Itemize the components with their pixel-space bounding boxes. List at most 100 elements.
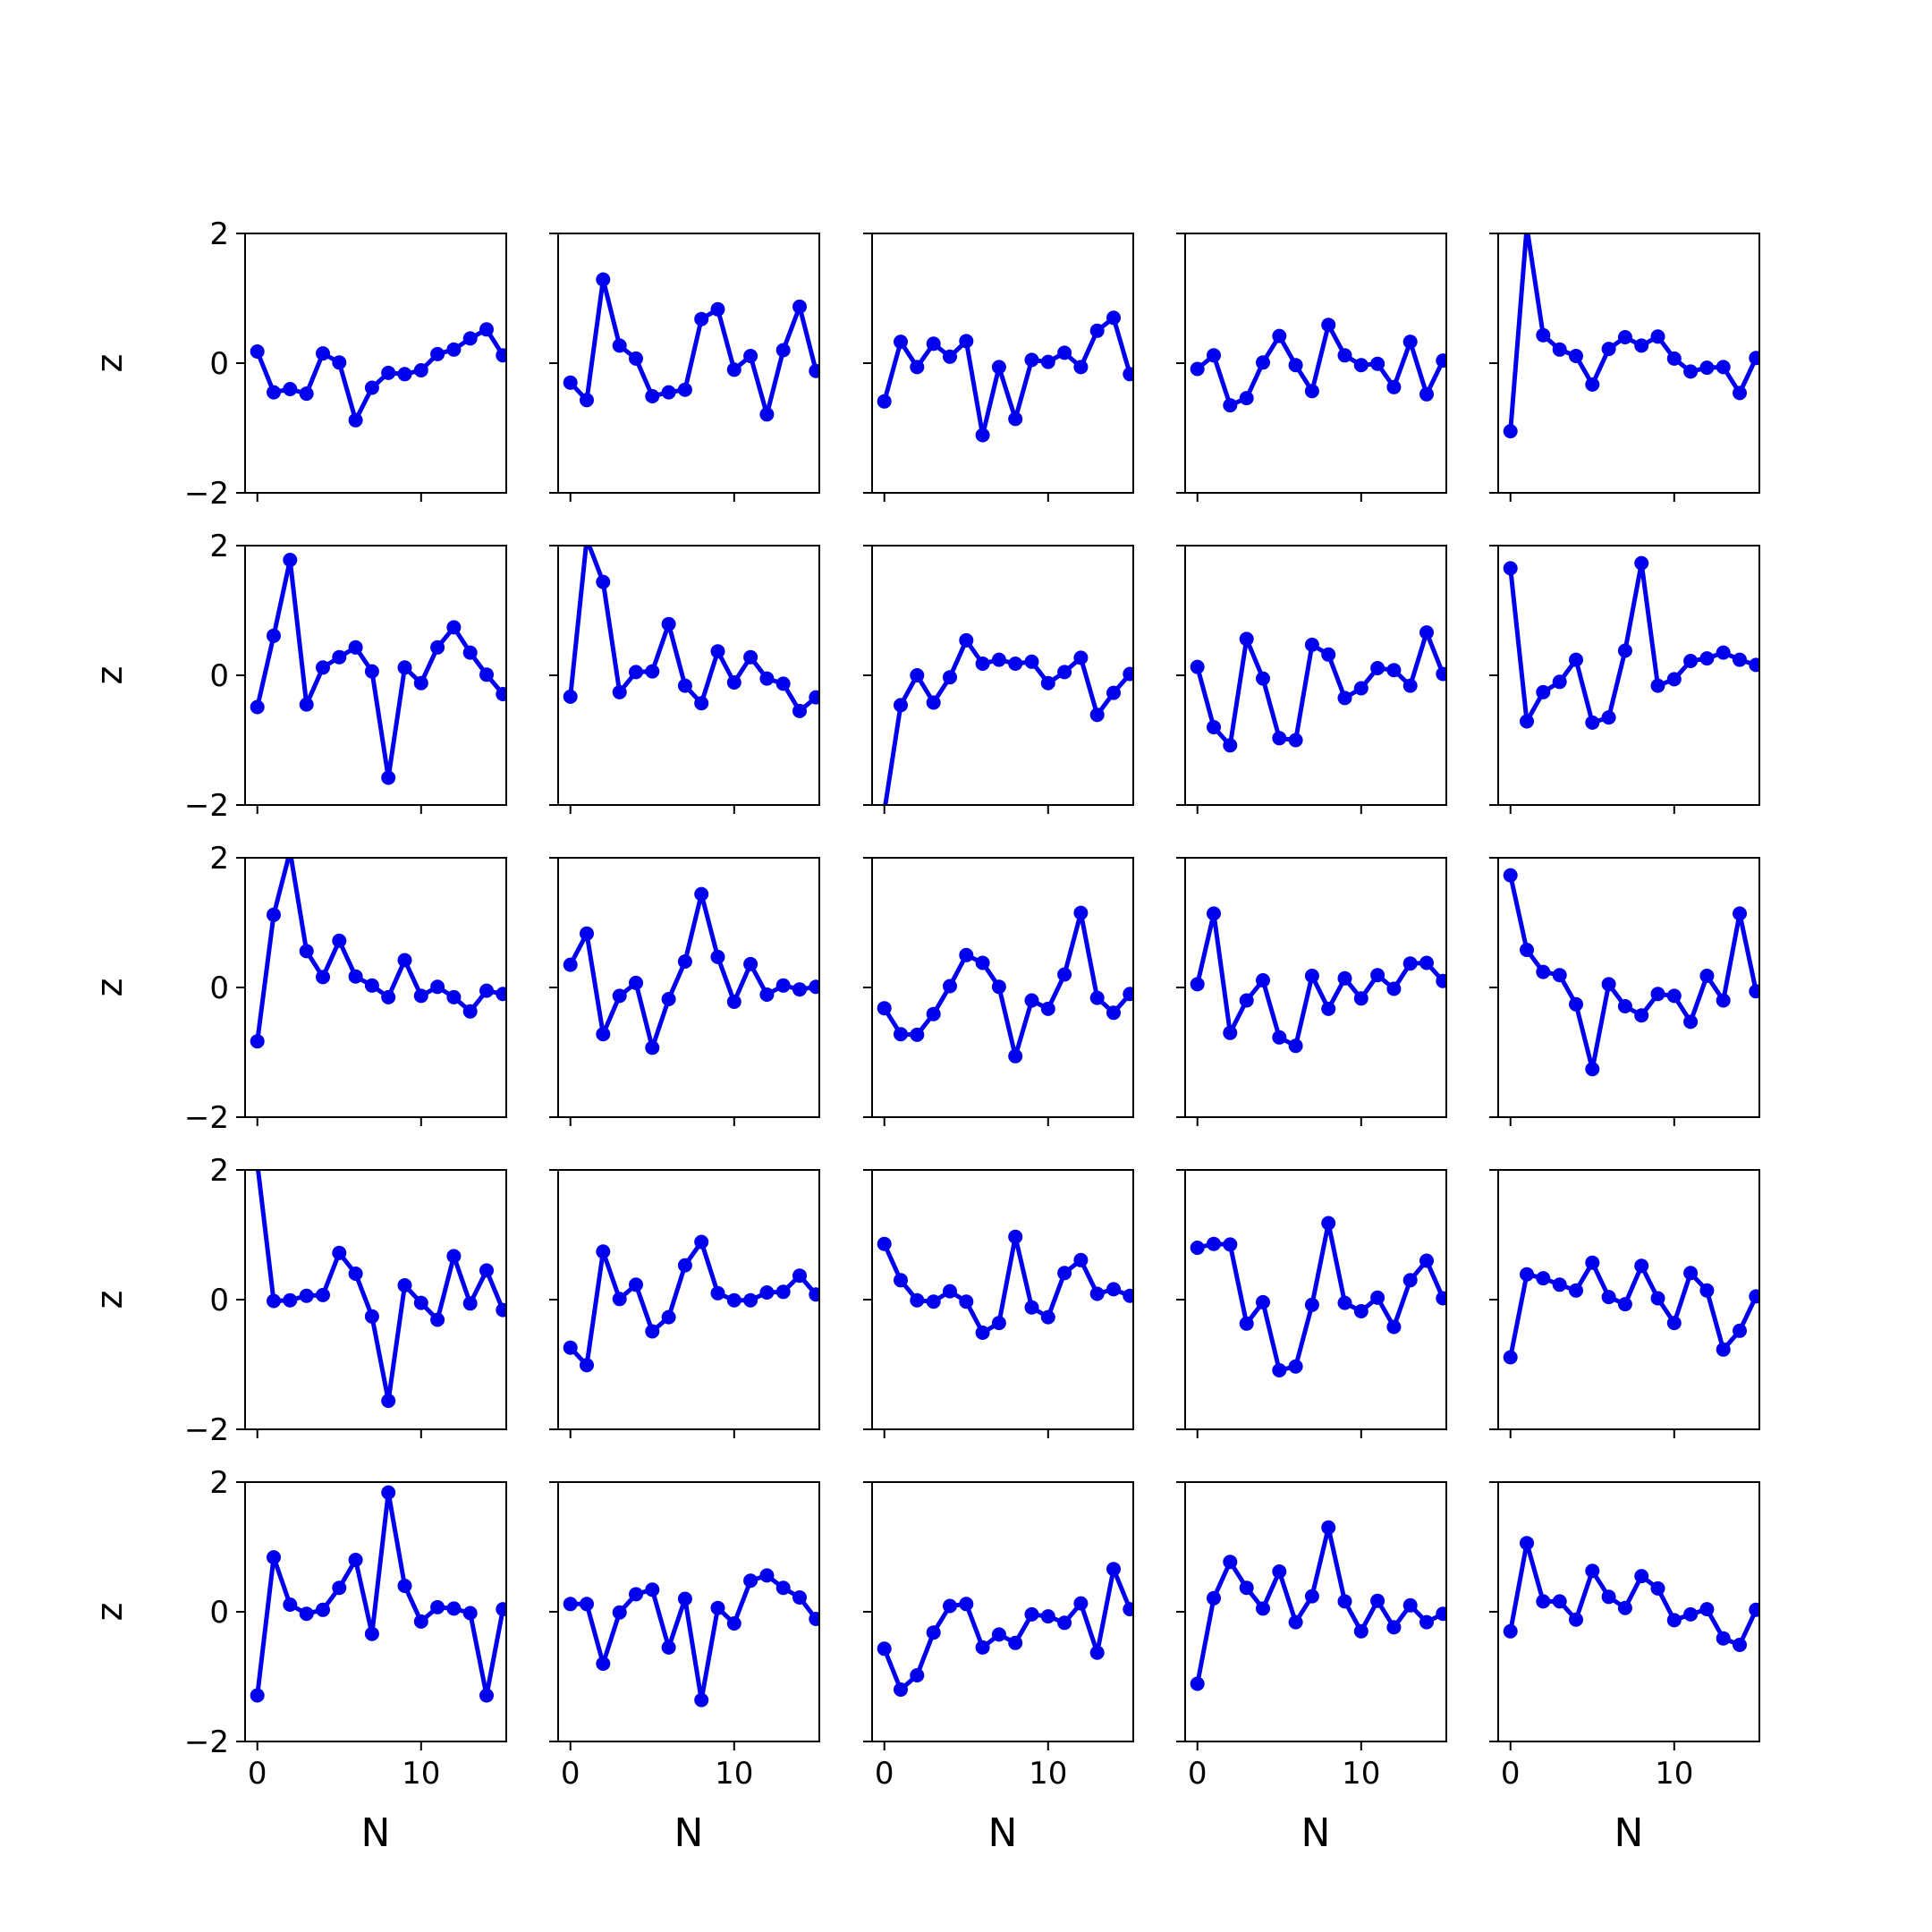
data-point	[743, 349, 758, 363]
x-tick-label: 10	[1029, 1756, 1067, 1792]
data-point	[1617, 643, 1632, 658]
data-point	[381, 365, 396, 380]
data-point	[1288, 733, 1303, 748]
series-group	[1503, 555, 1759, 730]
data-point	[645, 1582, 660, 1597]
data-point	[809, 1612, 819, 1626]
data-point	[299, 1606, 314, 1622]
data-point	[809, 979, 819, 995]
data-point	[462, 1606, 478, 1621]
data-point	[413, 988, 428, 1004]
data-point	[1716, 645, 1731, 660]
data-point	[645, 1324, 660, 1339]
data-point	[1304, 384, 1319, 399]
series-line	[568, 1240, 818, 1368]
data-point	[1733, 1638, 1747, 1652]
series-line	[882, 1566, 1132, 1692]
data-point	[430, 1599, 445, 1614]
data-point	[629, 1587, 643, 1602]
data-point	[1024, 654, 1039, 669]
data-point	[267, 1293, 281, 1309]
data-point	[1419, 1253, 1434, 1268]
data-point	[316, 1602, 330, 1617]
series-line	[1195, 630, 1445, 748]
data-point	[250, 344, 265, 359]
data-point	[1402, 1273, 1418, 1288]
series-group	[1190, 625, 1446, 753]
subplot-r4-c2	[549, 1169, 820, 1438]
data-point	[332, 933, 347, 948]
data-point	[1536, 327, 1551, 343]
data-point	[991, 1316, 1006, 1331]
x-tick-label: 10	[1655, 1756, 1693, 1792]
data-point	[1386, 379, 1402, 394]
data-point	[1536, 1594, 1551, 1609]
data-point	[1716, 993, 1731, 1008]
data-point	[612, 988, 627, 1004]
y-tick-label: −2	[184, 476, 229, 512]
data-point	[661, 992, 676, 1006]
x-tick-label: 10	[1342, 1756, 1380, 1792]
series-group	[877, 1562, 1133, 1697]
data-point	[413, 675, 428, 691]
data-point	[1683, 1266, 1699, 1281]
data-point	[1503, 1623, 1518, 1639]
data-point	[1321, 1216, 1336, 1231]
series-line	[1508, 875, 1758, 1072]
data-point	[1008, 1048, 1023, 1063]
data-point	[1207, 1236, 1221, 1251]
data-point	[1106, 1562, 1121, 1577]
data-point	[1585, 1563, 1600, 1579]
axes-frame	[1184, 857, 1447, 1118]
data-point	[596, 574, 611, 589]
data-point	[580, 926, 594, 941]
data-point	[726, 1616, 741, 1631]
data-point	[743, 1573, 758, 1589]
data-point	[792, 1268, 807, 1284]
data-point	[1207, 906, 1221, 921]
data-point	[991, 360, 1006, 375]
data-point	[775, 343, 791, 358]
data-point	[299, 1288, 314, 1303]
axes-frame	[871, 545, 1134, 806]
series-group	[563, 546, 819, 718]
y-tick-label: 0	[209, 970, 229, 1006]
data-point	[364, 664, 379, 679]
data-point	[1223, 1025, 1238, 1040]
data-point	[894, 698, 908, 713]
data-point	[479, 322, 494, 337]
data-point	[1419, 955, 1434, 970]
data-point	[792, 1590, 807, 1605]
data-point	[759, 407, 775, 422]
axes-frame	[557, 545, 820, 806]
data-point	[1699, 651, 1715, 666]
x-axis-label: N	[361, 1810, 391, 1856]
data-point	[1272, 731, 1287, 746]
data-point	[1040, 354, 1055, 369]
y-tick-label: −2	[184, 1412, 229, 1448]
series-group	[1190, 906, 1446, 1054]
data-point	[1601, 342, 1616, 357]
data-point	[661, 616, 676, 631]
data-point	[1008, 411, 1023, 427]
series-group	[250, 1485, 506, 1703]
data-point	[1569, 996, 1583, 1012]
y-tick-label: 0	[209, 658, 229, 694]
data-point	[1666, 672, 1682, 687]
data-point	[1304, 1589, 1319, 1604]
data-point	[1419, 386, 1434, 402]
data-point	[479, 983, 494, 998]
data-point	[1634, 555, 1649, 571]
data-point	[975, 955, 990, 970]
data-point	[877, 1236, 892, 1251]
series-group	[563, 1568, 819, 1707]
data-point	[1650, 1291, 1665, 1306]
y-axis-label: z	[89, 1603, 131, 1622]
x-tick-label: 0	[875, 1756, 894, 1792]
data-point	[397, 1278, 412, 1292]
data-point	[1503, 561, 1518, 576]
series-line	[1197, 1221, 1445, 1373]
data-point	[1256, 355, 1270, 370]
data-point	[364, 978, 379, 993]
data-point	[397, 660, 412, 675]
